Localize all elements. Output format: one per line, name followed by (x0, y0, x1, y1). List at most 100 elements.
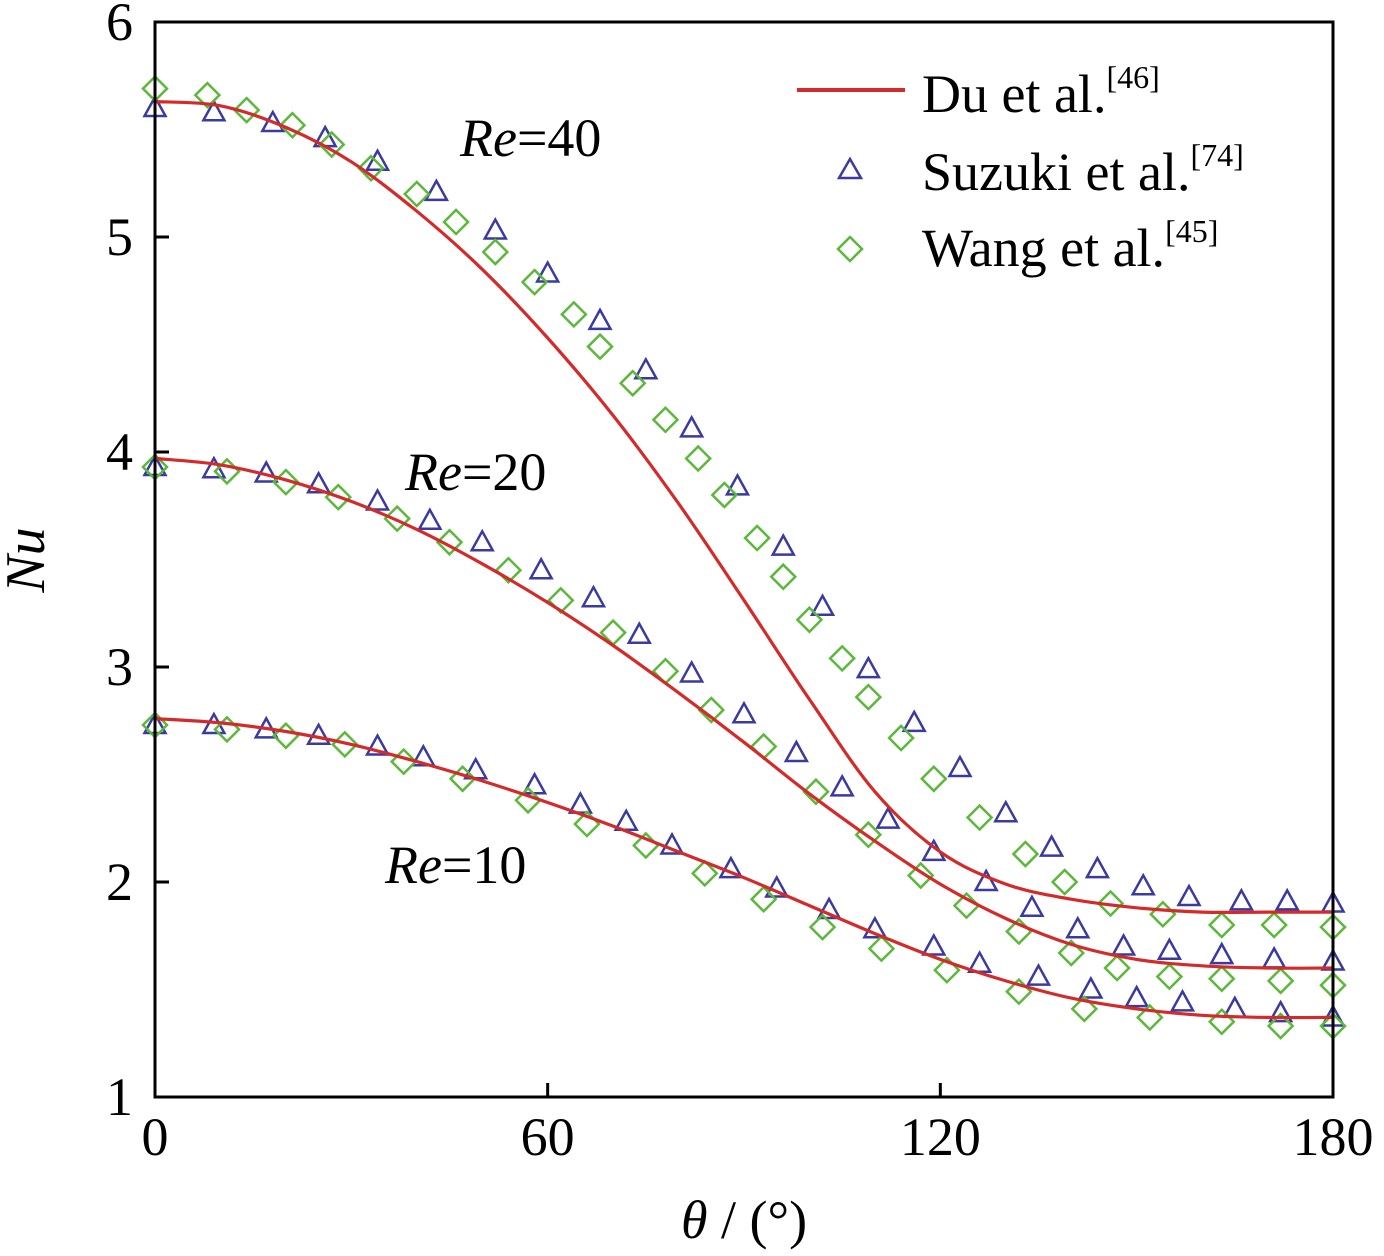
diamond-marker (651, 657, 680, 686)
triangle-marker (947, 754, 973, 778)
x-tick-label: 180 (1293, 1107, 1374, 1167)
plot-frame (153, 20, 1335, 1099)
triangle-marker (1261, 945, 1287, 969)
diamond-marker (1207, 964, 1236, 993)
diamond-marker (749, 885, 778, 913)
legend-label-wang-name: Wang et al. (922, 218, 1165, 278)
triangle-marker (1124, 984, 1150, 1008)
triangle-marker (305, 470, 332, 494)
triangle-marker (783, 739, 809, 763)
triangle-marker (1268, 999, 1294, 1023)
series-line (154, 717, 1334, 1020)
diamond-marker (1207, 911, 1236, 939)
triangle-marker (580, 584, 607, 608)
triangle-marker (1065, 915, 1091, 939)
axes: 0 60 120 180 1 2 3 4 5 6 (106, 0, 1374, 1167)
series-line (154, 456, 1334, 970)
diamond-marker (1057, 939, 1085, 967)
series-line-re-40 (154, 100, 1333, 915)
diamond-marker (278, 111, 307, 139)
triangle-marker (659, 831, 685, 855)
triangle-marker (718, 855, 744, 879)
triangle-marker (724, 472, 751, 496)
legend-label-wang-ref: [45] (1165, 213, 1218, 249)
triangle-marker (201, 98, 227, 122)
annotation-re-40: Re=40 (459, 108, 601, 168)
triangle-marker (305, 722, 332, 746)
triangle-marker (417, 507, 443, 531)
legend-diamond-swatch (836, 235, 864, 263)
triangle-marker (731, 700, 757, 724)
x-axis-title: θ / (°) (681, 1190, 807, 1250)
x-axis-unit: / (°) (707, 1190, 807, 1250)
series-diamond-re-10 (141, 711, 1347, 1040)
triangle-marker (921, 932, 947, 956)
diamond-marker (1135, 1003, 1164, 1032)
diamond-marker (1103, 954, 1131, 982)
triangle-marker (1209, 941, 1235, 965)
diamond-marker (193, 81, 222, 109)
diamond-marker (546, 586, 575, 615)
diamond-marker (802, 777, 830, 806)
triangle-marker (1274, 887, 1300, 911)
legend-entry-suzuki: Suzuki et al.[74] (836, 137, 1244, 202)
diamond-marker (920, 765, 948, 793)
diamond-marker (828, 644, 856, 673)
diamond-marker (403, 180, 431, 208)
legend-label-suzuki-name: Suzuki et al. (922, 142, 1190, 202)
triangle-marker (862, 915, 888, 939)
diamond-marker (389, 747, 418, 776)
diamond-marker (887, 724, 915, 752)
triangle-marker (770, 533, 796, 556)
x-axis-ticks: 0 60 120 180 (142, 1083, 1374, 1167)
triangle-marker (410, 743, 436, 767)
triangle-marker (1169, 988, 1196, 1012)
diamond-marker (743, 524, 771, 552)
annotation-re-40-symbol: Re (459, 108, 517, 168)
diamond-marker (232, 96, 261, 124)
triangle-marker (973, 868, 999, 892)
triangle-marker (875, 806, 901, 829)
diamond-marker (1050, 868, 1079, 896)
triangle-marker (679, 414, 705, 438)
diamond-marker (435, 528, 464, 557)
diamond-marker (795, 605, 824, 634)
annotation-re-40-value: =40 (517, 108, 601, 168)
diamond-marker (854, 683, 883, 711)
y-tick-label: 5 (106, 207, 133, 267)
diamond-marker (383, 504, 411, 533)
x-axis-symbol: θ (681, 1190, 708, 1250)
diamond-marker (514, 786, 542, 815)
diamond-marker (494, 556, 523, 585)
diamond-marker (1207, 1007, 1236, 1036)
y-axis-ticks: 1 2 3 4 5 6 (106, 0, 169, 1127)
triangle-marker (921, 838, 947, 862)
triangle-marker (1025, 963, 1052, 986)
triangle-marker (201, 455, 227, 479)
y-tick-label: 1 (106, 1067, 133, 1127)
diamond-marker (710, 481, 739, 509)
triangle-marker (482, 216, 508, 240)
triangle-marker (535, 259, 561, 283)
legend-label-du-name: Du et al. (922, 64, 1106, 124)
triangle-marker (364, 732, 391, 756)
diamond-marker (769, 562, 798, 591)
annotation-re-10: Re=10 (384, 835, 526, 895)
diamond-marker (1149, 900, 1177, 929)
diamond-marker (684, 444, 712, 473)
diamond-marker (1266, 1012, 1295, 1040)
legend-label-du-ref: [46] (1106, 59, 1159, 95)
series-layer (141, 74, 1347, 1040)
annotation-re-10-value: =10 (442, 835, 526, 895)
diamond-marker (808, 913, 837, 941)
annotation-re-20-value: =20 (462, 442, 546, 502)
triangle-marker (364, 148, 391, 171)
triangle-marker (679, 659, 705, 683)
legend-label-wang: Wang et al.[45] (922, 213, 1218, 278)
triangle-marker (364, 487, 391, 511)
series-diamond-re-20 (141, 453, 1347, 999)
diamond-marker (1011, 840, 1040, 868)
x-tick-label: 120 (900, 1107, 981, 1167)
legend-label-du: Du et al.[46] (922, 59, 1160, 124)
triangle-marker (1110, 932, 1137, 956)
